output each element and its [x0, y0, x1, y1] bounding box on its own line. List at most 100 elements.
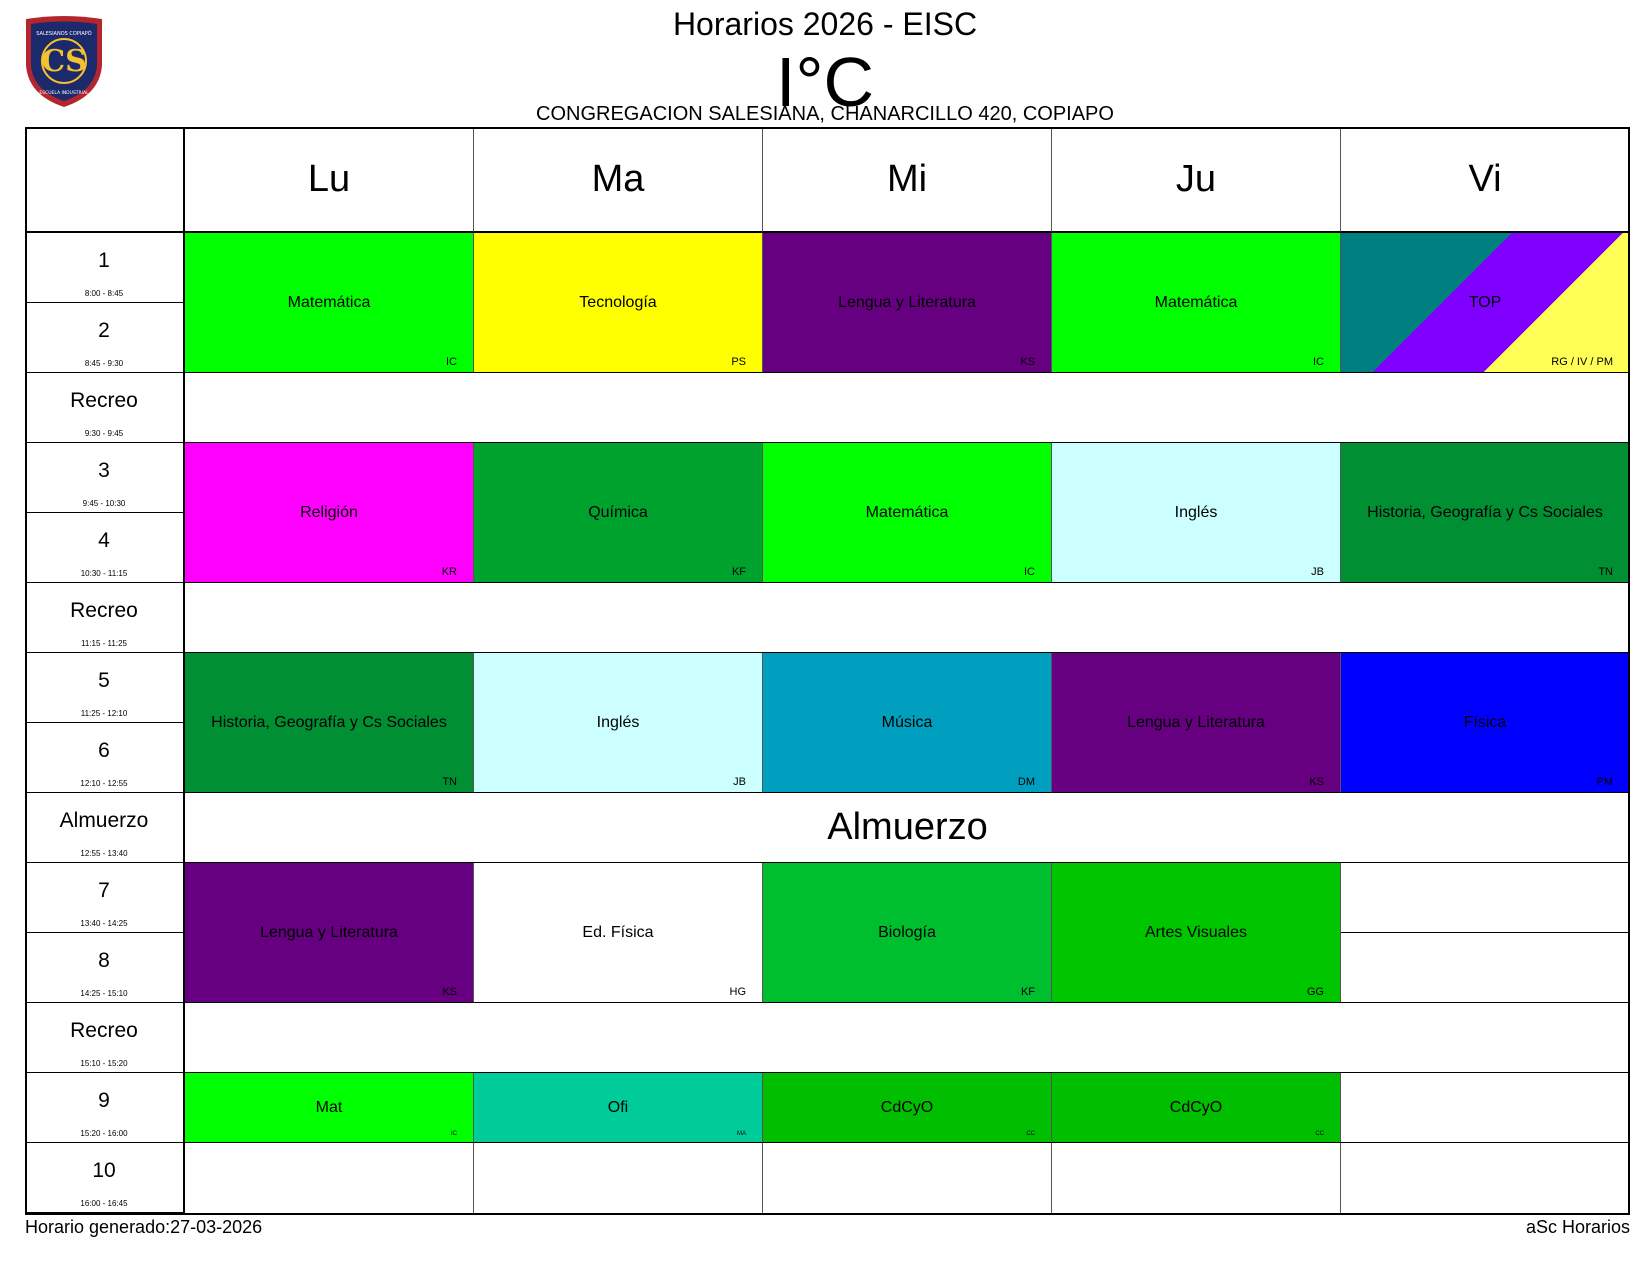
day-header-vi: Vi: [1341, 127, 1630, 233]
lesson-cell: Lengua y Literatura KS: [185, 863, 474, 1003]
lesson-cell: CdCyO CC: [1052, 1073, 1341, 1143]
lesson-subject: Ofi: [607, 1098, 629, 1116]
period-time: 15:10 - 15:20: [80, 1059, 128, 1068]
period-row-label: 3 9:45 - 10:30: [25, 443, 185, 513]
empty-cell: [185, 1143, 474, 1213]
lesson-cell: CdCyO CC: [763, 1073, 1052, 1143]
svg-text:CS: CS: [41, 44, 87, 79]
lesson-subject: Lengua y Literatura: [1127, 713, 1265, 731]
lesson-teacher: JB: [1311, 566, 1324, 578]
svg-text:SALESIANOS COPIAPÓ: SALESIANOS COPIAPÓ: [36, 30, 91, 37]
period-row-label: 7 13:40 - 14:25: [25, 863, 185, 933]
lesson-subject: Lengua y Literatura: [260, 923, 398, 941]
period-time: 11:25 - 12:10: [80, 709, 128, 718]
lesson-teacher: IC: [1313, 356, 1324, 368]
empty-cell: [1341, 863, 1630, 933]
period-row-label: 2 8:45 - 9:30: [25, 303, 185, 373]
lesson-subject: Artes Visuales: [1145, 923, 1247, 941]
lesson-cell: Artes Visuales GG: [1052, 863, 1341, 1003]
lesson-cell: Matemática IC: [763, 443, 1052, 583]
period-row-label: Almuerzo 12:55 - 13:40: [25, 793, 185, 863]
period-label: 4: [98, 529, 110, 552]
period-time: 14:25 - 15:10: [80, 989, 128, 998]
lesson-subject: Matemática: [1154, 293, 1238, 311]
period-time: 8:45 - 9:30: [84, 359, 124, 368]
lesson-cell: Religión KR: [185, 443, 474, 583]
period-row-label: 8 14:25 - 15:10: [25, 933, 185, 1003]
period-label: 6: [98, 739, 110, 762]
period-label: Almuerzo: [59, 809, 149, 832]
period-label: 1: [98, 249, 110, 272]
period-time: 8:00 - 8:45: [84, 289, 124, 298]
school-address: CONGREGACION SALESIANA, CHANARCILLO 420,…: [536, 103, 1114, 125]
period-label: 3: [98, 459, 110, 482]
period-label: 10: [92, 1159, 116, 1182]
period-label: Recreo: [70, 1019, 138, 1042]
period-label: Recreo: [70, 389, 138, 412]
lesson-teacher: PS: [731, 356, 746, 368]
day-label: Ju: [1175, 157, 1217, 200]
lesson-cell: Biología KF: [763, 863, 1052, 1003]
lesson-teacher: CC: [1315, 1131, 1324, 1137]
lesson-teacher: KR: [441, 566, 457, 578]
period-row-label: 6 12:10 - 12:55: [25, 723, 185, 793]
empty-cell: [1341, 933, 1630, 1003]
class-name: I°C: [776, 43, 874, 121]
lesson-subject: Historia, Geografía y Cs Sociales: [1367, 503, 1603, 521]
lesson-subject: Ed. Física: [582, 923, 654, 941]
day-label: Vi: [1468, 157, 1502, 200]
period-row-label: 9 15:20 - 16:00: [25, 1073, 185, 1143]
lesson-cell: Historia, Geografía y Cs Sociales TN: [185, 653, 474, 793]
period-label: Recreo: [70, 599, 138, 622]
period-label: 7: [98, 879, 110, 902]
day-header-lu: Lu: [185, 127, 474, 233]
break-row: [185, 1003, 1630, 1073]
software-brand: aSc Horarios: [1525, 1217, 1630, 1237]
period-time: 12:10 - 12:55: [80, 779, 128, 788]
lesson-cell: Lengua y Literatura KS: [763, 233, 1052, 373]
break-row: [185, 583, 1630, 653]
period-label: 9: [98, 1089, 110, 1112]
lesson-cell: Química KF: [474, 443, 763, 583]
lesson-teacher: TN: [1598, 566, 1613, 578]
period-time: 10:30 - 11:15: [80, 569, 128, 578]
lesson-teacher: HG: [729, 986, 747, 998]
lesson-teacher: IC: [1024, 566, 1035, 578]
lesson-cell: Ofi MA: [474, 1073, 763, 1143]
break-row: [185, 373, 1630, 443]
period-row-label: Recreo 9:30 - 9:45: [25, 373, 185, 443]
lesson-teacher: RG / IV / PM: [1551, 356, 1613, 368]
period-row-label: 4 10:30 - 11:15: [25, 513, 185, 583]
lesson-teacher: KF: [731, 566, 746, 578]
lesson-subject: Mat: [315, 1098, 343, 1116]
empty-cell: [1341, 1073, 1630, 1143]
lesson-cell: Música DM: [763, 653, 1052, 793]
lesson-subject: Lengua y Literatura: [838, 293, 976, 311]
generated-date: Horario generado:27-03-2026: [25, 1217, 263, 1237]
lesson-teacher: IC: [446, 356, 457, 368]
lesson-teacher: DM: [1017, 776, 1035, 788]
period-time: 12:55 - 13:40: [80, 849, 128, 858]
lesson-teacher: GG: [1306, 986, 1324, 998]
period-time: 15:20 - 16:00: [80, 1129, 128, 1138]
period-row-label: 5 11:25 - 12:10: [25, 653, 185, 723]
lesson-subject: Matemática: [865, 503, 949, 521]
lesson-cell: Matemática IC: [1052, 233, 1341, 373]
break-label: Almuerzo: [827, 806, 988, 848]
timetable-grid: Lu Ma Mi Ju Vi 1 8:00 - 8:45 2 8:45 - 9:30 Recreo…: [25, 127, 1630, 1215]
lesson-subject: Inglés: [596, 713, 640, 731]
period-label: 2: [98, 319, 110, 342]
lesson-subject: TOP: [1468, 293, 1502, 311]
period-label: 5: [98, 669, 110, 692]
lesson-cell: Física PM: [1341, 653, 1630, 793]
lesson-subject: Química: [588, 503, 648, 521]
school-crest-icon: CS SALESIANOS COPIAPÓ ESCUELA INDUSTRIAL: [24, 15, 104, 109]
period-row-label: Recreo 11:15 - 11:25: [25, 583, 185, 653]
period-time: 11:15 - 11:25: [81, 639, 127, 648]
lesson-subject: Matemática: [287, 293, 371, 311]
lesson-teacher: KS: [1309, 776, 1324, 788]
day-label: Mi: [886, 157, 928, 200]
page-title: Horarios 2026 - EISC: [672, 6, 978, 42]
period-label: 8: [98, 949, 110, 972]
period-row-label: 1 8:00 - 8:45: [25, 233, 185, 303]
